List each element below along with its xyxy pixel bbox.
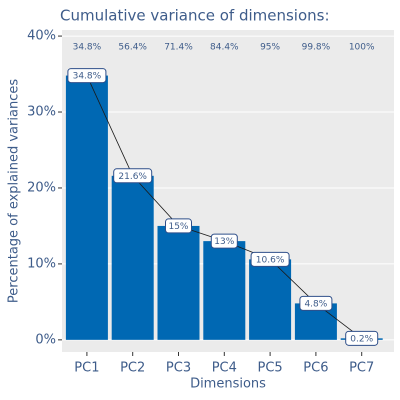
y-axis-label: Percentage of explained variances (7, 79, 22, 303)
value-label-box (113, 168, 153, 184)
x-tick-label: PC6 (303, 361, 328, 376)
x-tick-label: PC2 (120, 361, 145, 376)
y-tick-label: 0% (35, 332, 56, 347)
value-label-box (210, 233, 238, 249)
x-tick-label: PC5 (258, 361, 283, 376)
chart-title: Cumulative variance of dimensions: (60, 7, 330, 25)
value-label: 15% (168, 222, 188, 232)
y-tick-label: 40% (27, 29, 56, 44)
cumulative-label: 84.4% (210, 43, 239, 53)
value-label: 0.2% (350, 334, 373, 344)
value-label: 13% (214, 237, 234, 247)
cumulative-label: 34.8% (73, 43, 102, 53)
value-label-box (299, 295, 333, 311)
y-tick-label: 10% (27, 256, 56, 271)
bar (111, 175, 154, 340)
bar (65, 75, 108, 340)
value-label-box (165, 218, 192, 234)
x-tick-label: PC7 (349, 361, 374, 376)
cumulative-label: 100% (349, 43, 375, 53)
y-tick-label: 30% (27, 105, 56, 120)
value-label: 10.6% (256, 255, 285, 265)
value-label: 21.6% (118, 172, 147, 182)
cumulative-label: 99.8% (302, 43, 331, 53)
x-tick-label: PC3 (166, 361, 191, 376)
cumulative-label: 71.4% (164, 43, 193, 53)
value-label: 34.8% (73, 72, 102, 82)
x-axis-label: Dimensions (190, 377, 266, 392)
value-label-box (345, 330, 379, 346)
bar (157, 225, 200, 340)
bar (203, 241, 246, 340)
bar (249, 259, 292, 340)
x-tick-label: PC4 (212, 361, 237, 376)
y-tick-label: 20% (27, 180, 56, 195)
cumulative-label: 56.4% (118, 43, 147, 53)
value-label: 4.8% (304, 299, 327, 309)
value-label-box (67, 68, 107, 84)
value-label-box (250, 251, 290, 267)
x-tick-label: PC1 (74, 361, 99, 376)
cumulative-label: 95% (260, 43, 280, 53)
